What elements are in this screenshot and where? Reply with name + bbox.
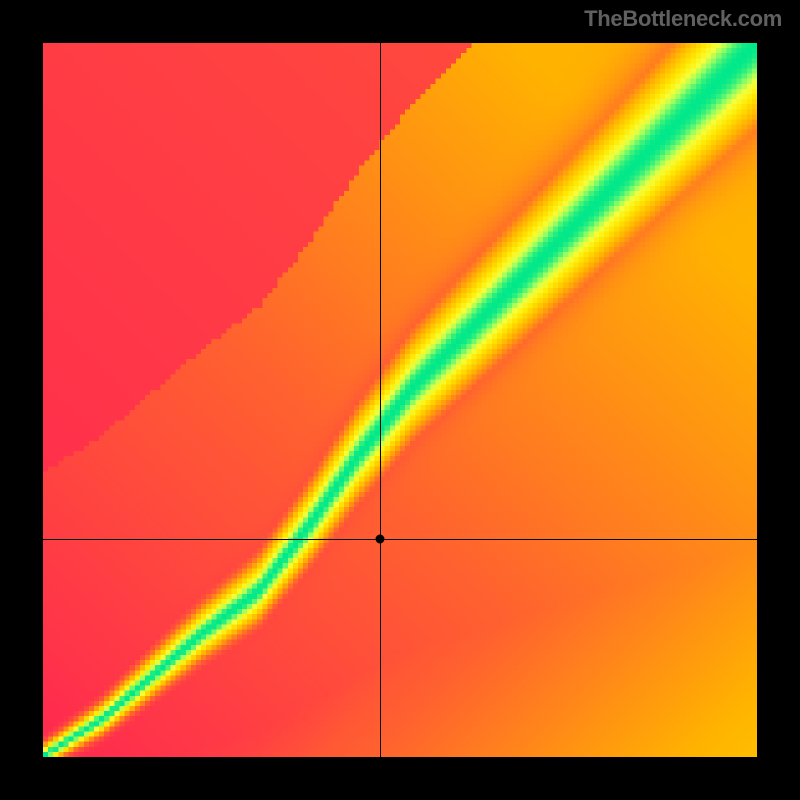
heatmap-canvas	[43, 43, 757, 757]
data-point-marker	[376, 535, 385, 544]
attribution-text: TheBottleneck.com	[584, 6, 782, 32]
chart-container: TheBottleneck.com	[0, 0, 800, 800]
crosshair-horizontal	[43, 539, 757, 540]
crosshair-vertical	[380, 43, 381, 757]
plot-area	[43, 43, 757, 757]
